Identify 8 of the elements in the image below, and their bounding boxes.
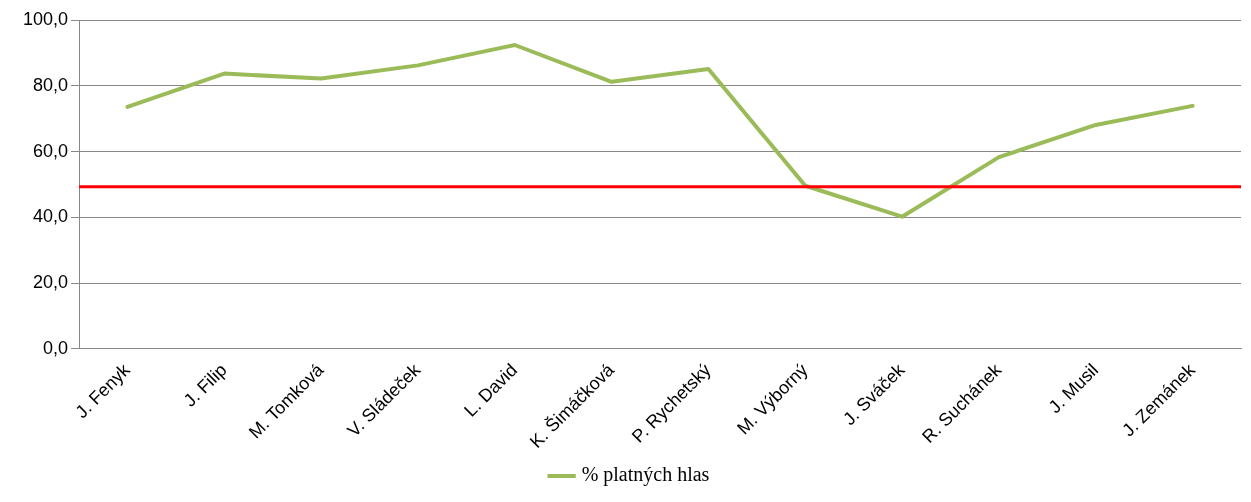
y-tick-label: 80,0 (33, 74, 69, 95)
y-tick-label: 0,0 (43, 337, 69, 358)
legend-label: % platných hlas (581, 463, 710, 487)
y-tick-label: 20,0 (33, 272, 69, 293)
y-tick-label: 40,0 (33, 206, 69, 227)
x-tick-label: J. Filip (179, 359, 231, 411)
y-tick-label: 100,0 (23, 8, 69, 29)
y-tick-label: 60,0 (33, 140, 69, 161)
